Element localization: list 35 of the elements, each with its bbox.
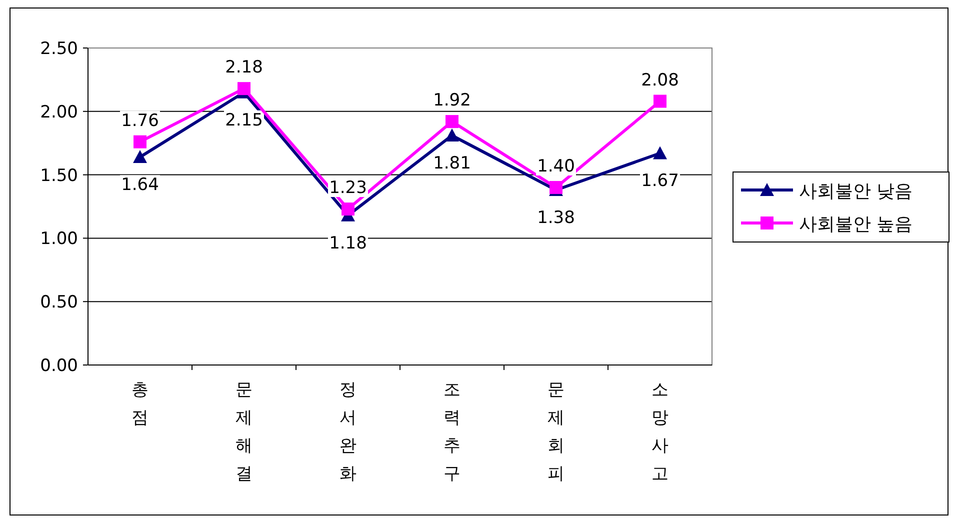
- x-tick-label: 문제회피: [548, 380, 564, 484]
- data-label: 1.81: [433, 153, 471, 174]
- point: [134, 135, 146, 148]
- data-label: 2.08: [641, 70, 679, 90]
- point: [446, 115, 458, 128]
- legend-label: 사회불안 높음: [799, 214, 913, 235]
- y-tick-label: 2.00: [40, 102, 78, 122]
- y-tick-label: 1.00: [40, 229, 78, 250]
- y-tick-label: 0.50: [40, 292, 78, 313]
- x-tick-label: 소망사고: [652, 380, 668, 484]
- x-tick-label: 총점: [132, 380, 148, 428]
- data-label: 1.23: [329, 178, 367, 198]
- y-tick-label: 0.00: [40, 356, 78, 376]
- y-tick-label: 1.50: [40, 166, 78, 186]
- point: [342, 202, 354, 216]
- point: [550, 180, 562, 194]
- data-label: 1.92: [433, 90, 471, 111]
- data-label: 2.18: [225, 58, 263, 78]
- data-label: 1.76: [121, 110, 159, 131]
- legend-label: 사회불안 낮음: [799, 181, 913, 202]
- y-tick-label: 2.50: [40, 39, 78, 59]
- data-label: 1.38: [537, 208, 575, 228]
- x-tick-label: 정서완화: [340, 380, 356, 484]
- data-label: 1.40: [537, 156, 575, 176]
- point: [653, 146, 667, 160]
- point: [133, 150, 147, 164]
- data-label: 1.64: [121, 175, 159, 196]
- x-tick-label: 문제해결: [236, 380, 252, 484]
- point: [238, 82, 250, 96]
- data-label: 2.15: [225, 110, 263, 130]
- x-tick-label: 조력추구: [444, 380, 460, 484]
- data-label: 1.18: [329, 233, 367, 254]
- point: [445, 128, 459, 142]
- data-label: 1.67: [641, 171, 679, 192]
- point: [654, 94, 666, 108]
